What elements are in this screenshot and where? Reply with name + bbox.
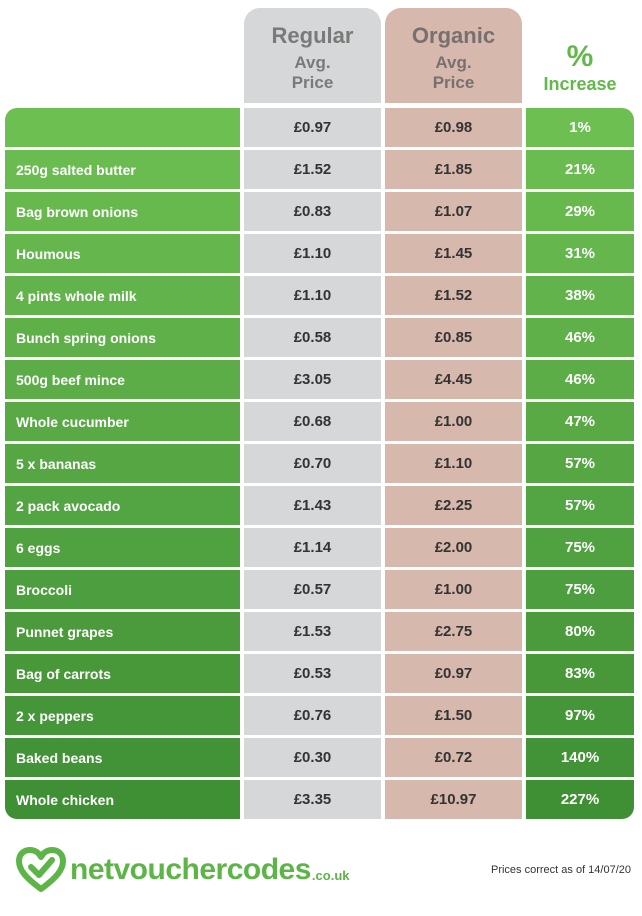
organic-title: Organic — [411, 23, 496, 48]
item-name-cell: 2 x peppers — [5, 696, 240, 735]
organic-price-cell: £0.85 — [385, 318, 522, 357]
organic-price-cell: £1.52 — [385, 276, 522, 315]
organic-subtitle-2: Price — [432, 73, 475, 92]
organic-price-cell: £4.45 — [385, 360, 522, 399]
organic-price-cell: £2.00 — [385, 528, 522, 567]
increase-cell: 57% — [526, 486, 634, 525]
regular-price-cell: £3.35 — [244, 780, 381, 819]
item-name-cell: Houmous — [5, 234, 240, 273]
organic-price-cell: £0.72 — [385, 738, 522, 777]
increase-cell: 29% — [526, 192, 634, 231]
brand-logo: netvouchercodes .co.uk — [16, 847, 350, 893]
logo-wordmark: netvouchercodes — [70, 853, 311, 886]
regular-column-header: Regular Avg. Price — [244, 8, 381, 103]
regular-price-cell: £0.97 — [244, 108, 381, 147]
heart-icon — [16, 847, 66, 892]
organic-price-cell: £1.50 — [385, 696, 522, 735]
organic-price-cell: £1.00 — [385, 570, 522, 609]
organic-price-cell: £1.00 — [385, 402, 522, 441]
item-name-cell: Bunch spring onions — [5, 318, 240, 357]
organic-price-cell: £2.25 — [385, 486, 522, 525]
regular-price-cell: £0.53 — [244, 654, 381, 693]
increase-cell: 227% — [526, 780, 634, 819]
item-name-cell: Baked beans — [5, 738, 240, 777]
organic-subtitle: Avg. — [435, 53, 472, 72]
increase-cell: 46% — [526, 318, 634, 357]
prices-date-note: Prices correct as of 14/07/20 — [490, 864, 631, 876]
item-name-cell: 4 pints whole milk — [5, 276, 240, 315]
regular-price-cell: £0.57 — [244, 570, 381, 609]
organic-price-cell: £0.97 — [385, 654, 522, 693]
item-name-cell: Bag of carrots — [5, 654, 240, 693]
organic-price-cell: £2.75 — [385, 612, 522, 651]
item-name-cell: Punnet grapes — [5, 612, 240, 651]
item-name-cell: Broccoli — [5, 570, 240, 609]
item-name-cell: Bag brown onions — [5, 192, 240, 231]
item-name-cell — [5, 108, 240, 147]
logo-domain: .co.uk — [311, 868, 350, 883]
increase-cell: 1% — [526, 108, 634, 147]
regular-price-cell: £1.52 — [244, 150, 381, 189]
organic-column-header: Organic Avg. Price — [385, 8, 522, 103]
increase-cell: 140% — [526, 738, 634, 777]
increase-cell: 75% — [526, 528, 634, 567]
increase-cell: 21% — [526, 150, 634, 189]
increase-cell: 83% — [526, 654, 634, 693]
regular-price-cell: £0.70 — [244, 444, 381, 483]
regular-price-cell: £0.30 — [244, 738, 381, 777]
organic-price-cell: £1.10 — [385, 444, 522, 483]
organic-price-cell: £1.07 — [385, 192, 522, 231]
increase-cell: 75% — [526, 570, 634, 609]
item-name-cell: 250g salted butter — [5, 150, 240, 189]
item-name-cell: 6 eggs — [5, 528, 240, 567]
increase-cell: 80% — [526, 612, 634, 651]
regular-subtitle-2: Price — [291, 73, 334, 92]
regular-subtitle: Avg. — [294, 53, 331, 72]
item-name-cell: 500g beef mince — [5, 360, 240, 399]
increase-cell: 97% — [526, 696, 634, 735]
regular-title: Regular — [271, 23, 354, 48]
item-name-cell: Whole chicken — [5, 780, 240, 819]
item-name-cell: 2 pack avocado — [5, 486, 240, 525]
regular-price-cell: £0.76 — [244, 696, 381, 735]
organic-price-cell: £1.45 — [385, 234, 522, 273]
regular-price-cell: £3.05 — [244, 360, 381, 399]
regular-price-cell: £1.53 — [244, 612, 381, 651]
increase-label: Increase — [543, 74, 617, 94]
regular-price-cell: £1.10 — [244, 276, 381, 315]
regular-price-cell: £0.68 — [244, 402, 381, 441]
regular-price-cell: £0.83 — [244, 192, 381, 231]
increase-column-header: % Increase — [526, 8, 634, 103]
organic-price-cell: £0.98 — [385, 108, 522, 147]
percent-symbol: % — [566, 40, 594, 73]
organic-price-cell: £1.85 — [385, 150, 522, 189]
item-name-cell: Whole cucumber — [5, 402, 240, 441]
regular-price-cell: £1.10 — [244, 234, 381, 273]
increase-cell: 38% — [526, 276, 634, 315]
increase-cell: 46% — [526, 360, 634, 399]
regular-price-cell: £1.43 — [244, 486, 381, 525]
regular-price-cell: £0.58 — [244, 318, 381, 357]
increase-cell: 57% — [526, 444, 634, 483]
increase-cell: 47% — [526, 402, 634, 441]
item-name-cell: 5 x bananas — [5, 444, 240, 483]
regular-price-cell: £1.14 — [244, 528, 381, 567]
organic-price-cell: £10.97 — [385, 780, 522, 819]
increase-cell: 31% — [526, 234, 634, 273]
